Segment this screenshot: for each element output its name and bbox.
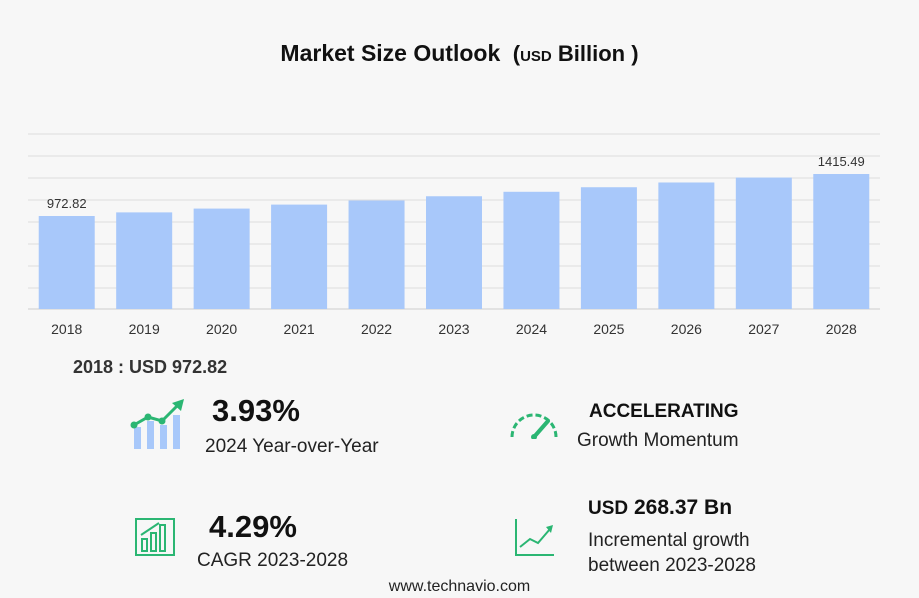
bar-2026 (658, 182, 715, 309)
x-tick-label: 2019 (129, 321, 160, 337)
base-year-summary: 2018 : USD 972.82 (73, 357, 228, 377)
incremental-unit: USD (588, 498, 629, 519)
bar-2028 (813, 174, 870, 309)
cagr-value: 4.29% (209, 509, 297, 544)
bar-chart: 2018 972.82 2019 2020 2021 2022 2023 2024 2025 20… (28, 133, 880, 337)
x-tick-label: 2022 (361, 321, 392, 337)
x-tick-label: 2028 (826, 321, 857, 337)
yoy-value: 3.93% (212, 393, 300, 428)
bar-2022 (348, 200, 405, 309)
data-label: 1415.49 (818, 154, 865, 169)
cagr-label: CAGR 2023-2028 (197, 550, 349, 571)
speedometer-icon (510, 413, 558, 439)
x-tick-label: 2024 (516, 321, 547, 337)
title-main: Market Size Outlook (280, 40, 501, 66)
bar-2018 (38, 216, 95, 309)
line-growth-icon (515, 519, 554, 556)
x-tick-label: 2026 (671, 321, 702, 337)
x-tick-label: 2027 (748, 321, 779, 337)
x-tick-label: 2021 (284, 321, 315, 337)
x-tick-label: 2023 (438, 321, 469, 337)
x-tick-label: 2020 (206, 321, 237, 337)
x-tick-label: 2018 (51, 321, 82, 337)
bar-chart-icon (135, 518, 175, 556)
incremental-label-line2: between 2023-2028 (588, 555, 756, 576)
data-label: 972.82 (47, 196, 87, 211)
title-unit-currency: USD (520, 48, 552, 65)
x-tick-label: 2025 (593, 321, 624, 337)
source-footer: www.technavio.com (388, 578, 531, 595)
incremental-label-line1: Incremental growth (588, 530, 750, 551)
incremental-amount: 268.37 Bn (633, 496, 733, 519)
incremental-value: USD 268.37 Bn (588, 496, 732, 520)
yoy-label: 2024 Year-over-Year (205, 436, 379, 457)
title-unit: (USD Billion ) (512, 41, 639, 66)
chart-title: Market Size Outlook (USD Billion ) (0, 40, 919, 67)
bar-2025 (580, 187, 637, 309)
bar-2027 (735, 177, 792, 309)
momentum-value: ACCELERATING (589, 401, 739, 422)
momentum-label: Growth Momentum (577, 430, 739, 451)
bar-2021 (271, 204, 328, 309)
bar-2023 (426, 196, 482, 309)
title-unit-scale: Billion (557, 41, 626, 66)
bar-2024 (503, 191, 560, 309)
bar-2019 (116, 212, 173, 309)
bar-growth-icon (130, 399, 184, 449)
bar-2020 (193, 208, 250, 309)
